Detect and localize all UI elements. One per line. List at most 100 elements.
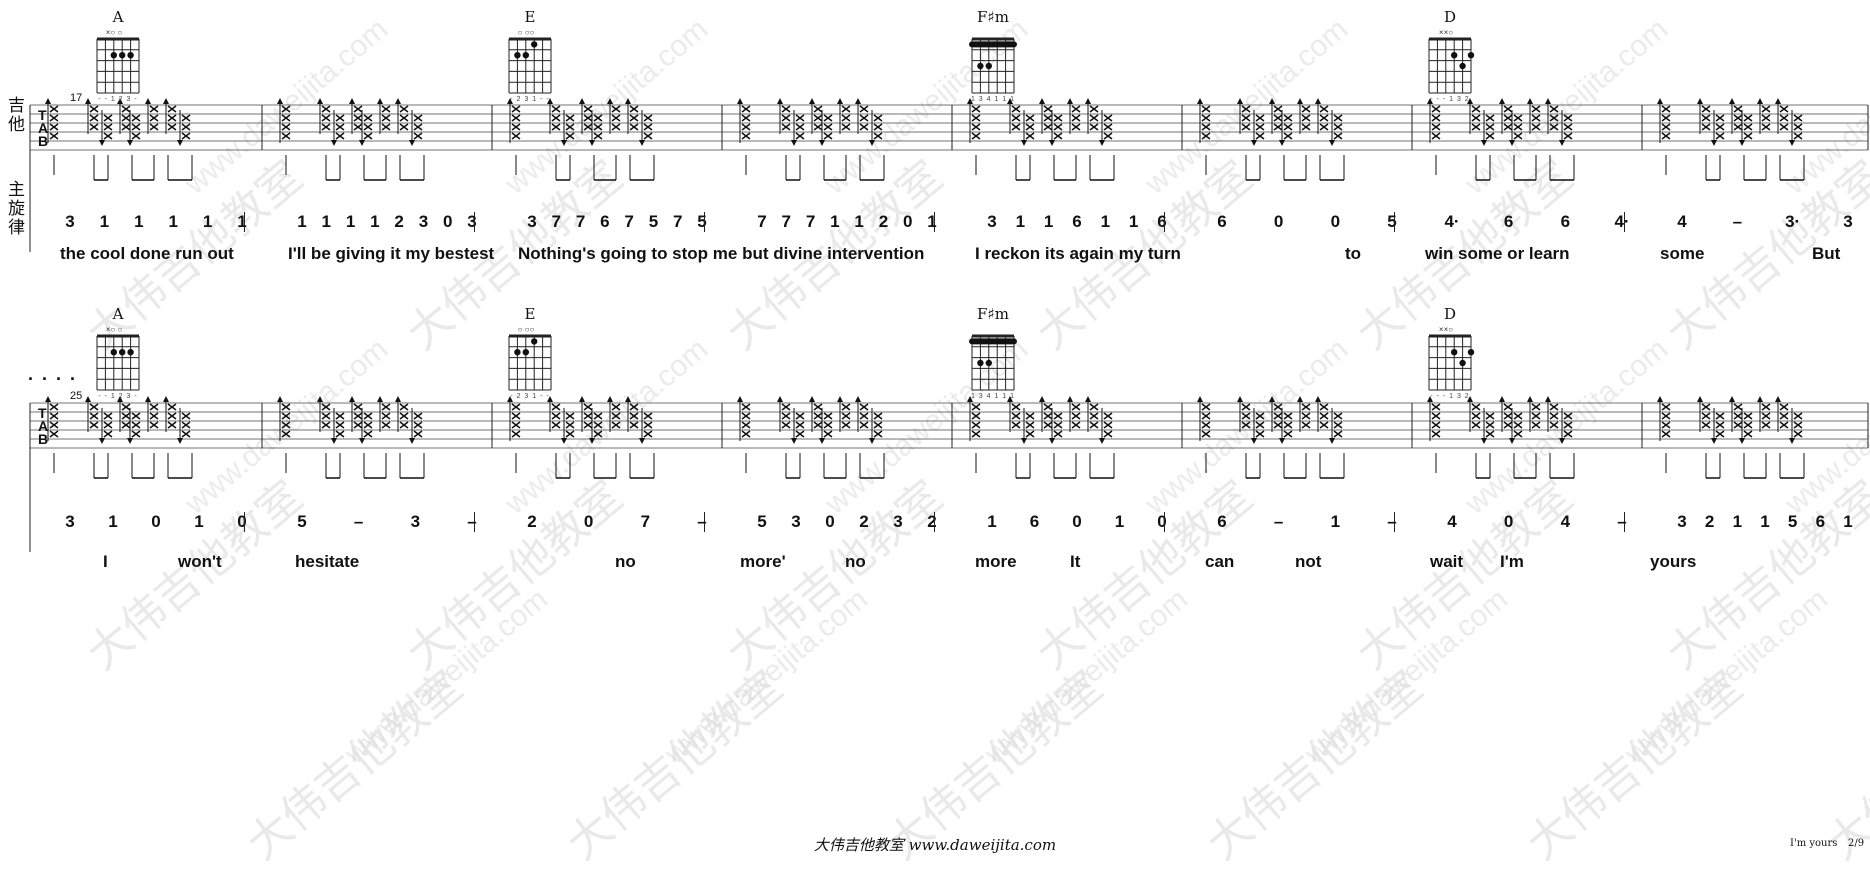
strum-stroke [1085, 98, 1099, 134]
chord-diagram [969, 334, 1017, 391]
strum-stroke [117, 98, 131, 134]
melody-note: 5 [1387, 212, 1397, 231]
strum-stroke [1039, 396, 1053, 432]
melody-note: 1 [194, 512, 204, 531]
melody-note: 1 [297, 212, 307, 231]
strum-stroke [1427, 98, 1441, 143]
lyric-text: It [1070, 552, 1081, 571]
strum-stroke [819, 110, 833, 146]
strum-stroke [1697, 396, 1711, 432]
open-mute-marks: ○ ○○ [517, 28, 535, 37]
chord-fingering: - - - 1 3 2 [1430, 393, 1470, 400]
tab-clef-letter: B [38, 133, 49, 149]
strum-stroke [409, 110, 423, 146]
strum-stroke [1739, 408, 1753, 444]
lyric-text: I reckon its again my turn [975, 244, 1181, 263]
strum-stroke [855, 396, 869, 432]
lyric-text: the cool done run out [60, 244, 234, 263]
strum-stroke [1099, 408, 1113, 444]
strum-stroke [855, 98, 869, 134]
strum-stroke [561, 408, 575, 444]
open-mute-marks: ×○ ○ [105, 325, 123, 334]
melody-note: – [1732, 212, 1743, 231]
lyric-text: But [1812, 244, 1841, 263]
melody-note: 1 [1732, 512, 1743, 531]
chord-diagram [1428, 334, 1475, 391]
strum-stroke [45, 98, 59, 143]
strum-stroke [507, 396, 521, 441]
strum-stroke [1739, 110, 1753, 146]
strum-stroke [1729, 98, 1743, 134]
lyric-text: won't [178, 552, 222, 571]
strum-stroke [99, 110, 113, 146]
lyric-text: more [975, 552, 1017, 571]
strum-stroke [331, 110, 345, 146]
chord-diagram [508, 37, 552, 94]
strum-stroke [1329, 408, 1343, 444]
strum-stroke [1237, 396, 1251, 432]
strum-stroke [177, 408, 191, 444]
chord-diagram [969, 37, 1017, 94]
strum-stroke [625, 98, 639, 134]
chord-name: A [112, 305, 124, 323]
lyric-text: no [615, 552, 636, 571]
strum-stroke [589, 110, 603, 146]
strum-stroke [1527, 396, 1541, 432]
strum-stroke [547, 396, 561, 432]
strum-stroke [1527, 98, 1541, 134]
strum-stroke [1279, 110, 1293, 146]
melody-barline [704, 512, 705, 532]
strum-stroke [1467, 98, 1481, 134]
strum-stroke [1545, 98, 1559, 134]
strum-stroke [1789, 110, 1803, 146]
open-mute-marks: ××○ [1438, 325, 1454, 334]
chord-name: E [524, 8, 536, 26]
strum-stroke [1499, 396, 1513, 432]
tab-clef-letter: B [38, 431, 49, 447]
strum-stroke [85, 98, 99, 134]
chord-name: D [1443, 8, 1457, 26]
strum-stroke [45, 396, 59, 441]
melody-note: 1 [1330, 512, 1341, 531]
tab-staff-svg [29, 37, 1869, 252]
strum-stroke [1085, 396, 1099, 432]
melody-note: 7 [805, 212, 816, 231]
melody-note: 7 [757, 212, 767, 231]
strum-stroke [377, 98, 391, 134]
strum-stroke [777, 98, 791, 134]
strum-stroke [1757, 396, 1771, 432]
melody-note: 1 [321, 212, 332, 231]
strum-stroke [1021, 408, 1035, 444]
strum-stroke [1251, 408, 1265, 444]
melody-note: 5 [757, 512, 767, 531]
melody-note: 3 [1677, 512, 1687, 531]
melody-note: 0 [237, 512, 247, 531]
melody-note: – [353, 512, 364, 531]
strum-stroke [561, 110, 575, 146]
melody-note: 4 [1677, 212, 1687, 231]
strum-stroke [1775, 98, 1789, 134]
strum-stroke [359, 408, 373, 444]
strum-stroke [837, 396, 851, 432]
lyric-text: win some or learn [1425, 244, 1570, 263]
chord-diagram [96, 37, 140, 94]
chord-name: F♯m [977, 305, 1009, 323]
strum-stroke [317, 396, 331, 432]
melody-note: 3 [791, 512, 801, 531]
melody-note: 7 [575, 212, 586, 231]
chord-name: D [1443, 305, 1457, 323]
melody-note: 0 [583, 512, 594, 531]
melody-barline [474, 212, 475, 232]
open-mute-marks: ××○ [1438, 28, 1454, 37]
strum-stroke [639, 110, 653, 146]
measure-number: 25 [70, 390, 83, 402]
melody-note: 6 [600, 212, 610, 231]
chord-diagram [508, 334, 552, 391]
strum-stroke [1099, 110, 1113, 146]
lyric-text: yours [1650, 552, 1697, 571]
chord-fingering: - - - 1 3 2 [1430, 96, 1470, 103]
page-footer: 大伟吉他教室 www.daweijita.com [813, 836, 1057, 854]
melody-note: 4· [1444, 212, 1460, 231]
melody-barline [934, 512, 935, 532]
melody-part-label: 主旋律 [4, 180, 24, 237]
